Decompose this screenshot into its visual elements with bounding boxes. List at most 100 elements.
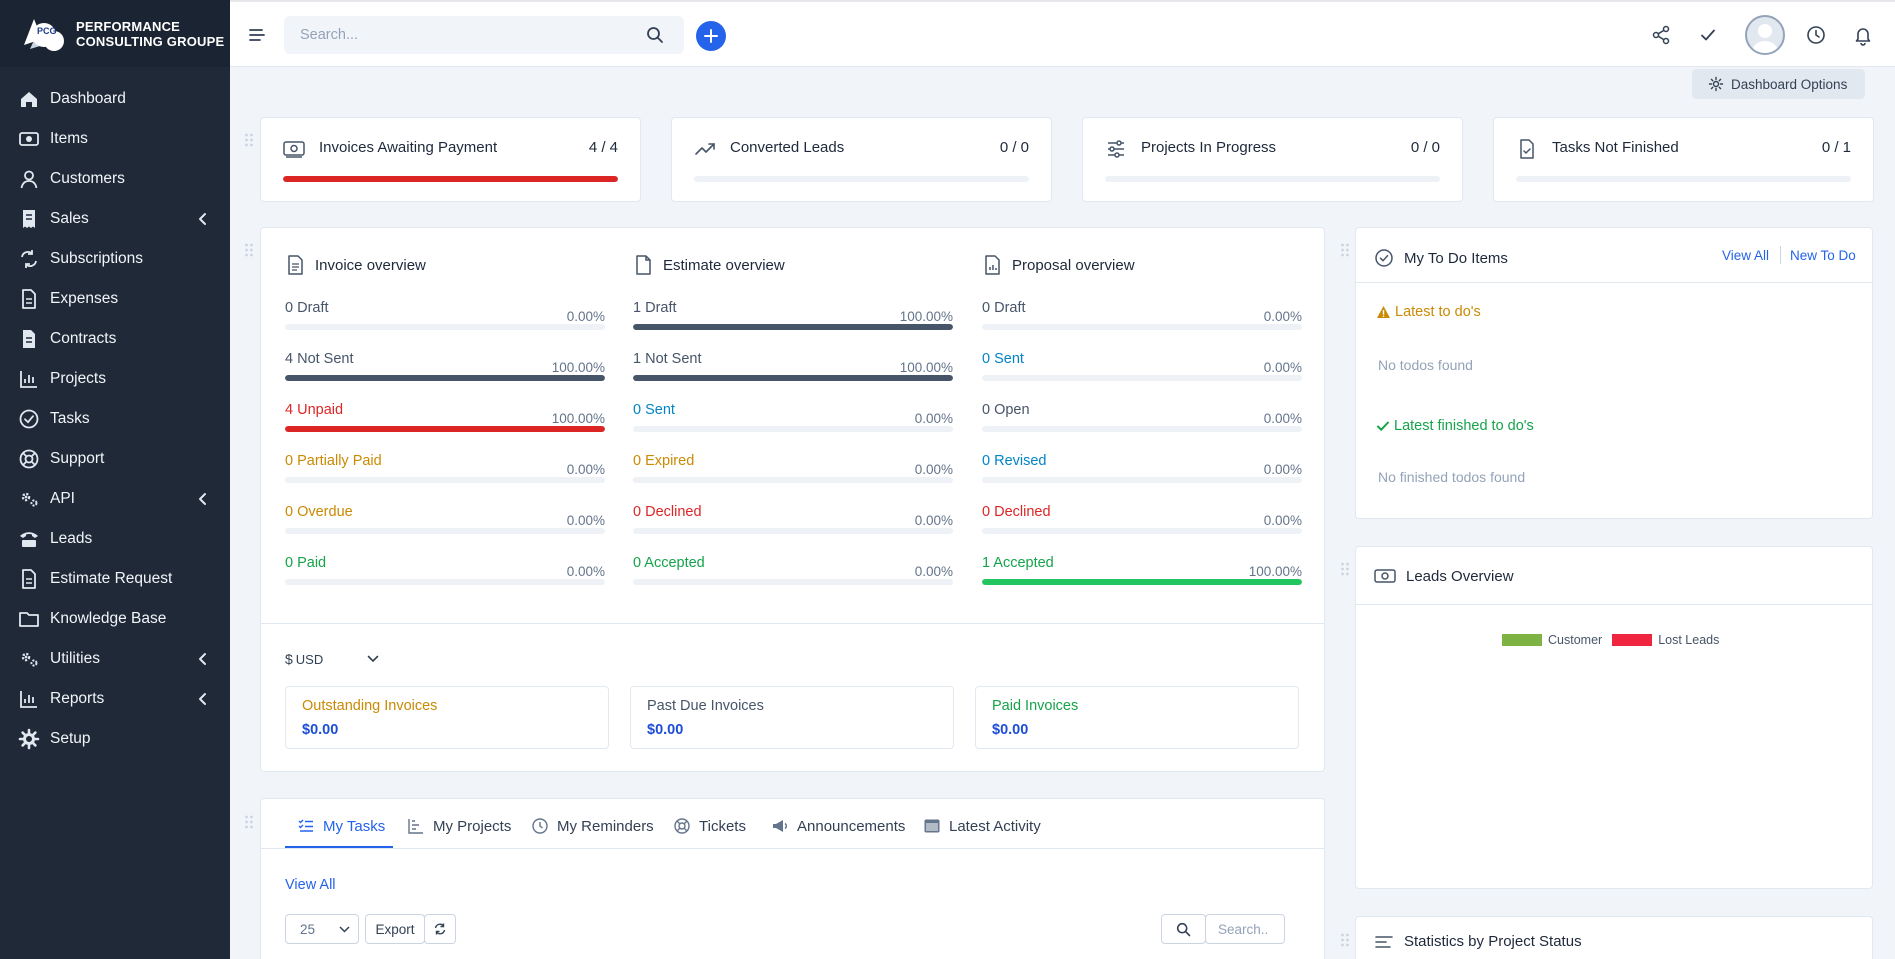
tab-my-tasks[interactable]: My Tasks xyxy=(297,813,385,839)
estimate-status-row[interactable]: 0 Declined 0.00% xyxy=(633,504,953,546)
sidebar-item-leads[interactable]: Leads xyxy=(0,519,230,559)
proposal-status-row[interactable]: 0 Revised 0.00% xyxy=(982,453,1302,495)
chart-icon xyxy=(18,688,40,710)
user-avatar[interactable] xyxy=(1745,15,1785,55)
invoice-status-row[interactable]: 0 Draft 0.00% xyxy=(285,300,605,342)
sidebar-item-knowledge-base[interactable]: Knowledge Base xyxy=(0,599,230,639)
check-circle-icon xyxy=(1375,249,1393,267)
table-search-button[interactable] xyxy=(1161,914,1206,944)
file-icon xyxy=(18,288,40,310)
sidebar-item-estimate-request[interactable]: Estimate Request xyxy=(0,559,230,599)
quick-create-button[interactable] xyxy=(696,21,726,51)
sidebar-item-support[interactable]: Support xyxy=(0,439,230,479)
status-percent: 0.00% xyxy=(1263,513,1302,528)
summary-card-past-due-invoices[interactable]: Past Due Invoices $0.00 xyxy=(630,686,954,749)
invoice-status-row[interactable]: 0 Partially Paid 0.00% xyxy=(285,453,605,495)
chevron-down-icon xyxy=(339,926,350,933)
proposal-status-row[interactable]: 0 Declined 0.00% xyxy=(982,504,1302,546)
status-progress-bar xyxy=(633,477,953,483)
page-size-select[interactable]: 25 xyxy=(285,914,359,944)
drag-handle-icon[interactable] xyxy=(1340,242,1350,258)
estimate-status-row[interactable]: 0 Expired 0.00% xyxy=(633,453,953,495)
check-icon[interactable] xyxy=(1697,24,1719,46)
todo-view-all-link[interactable]: View All xyxy=(1722,248,1770,263)
gear-icon xyxy=(18,728,40,750)
sidebar-item-items[interactable]: Items xyxy=(0,119,230,159)
legend-label[interactable]: Customer xyxy=(1548,633,1603,647)
dashboard-options-button[interactable]: Dashboard Options xyxy=(1692,69,1865,99)
tab-my-projects[interactable]: My Projects xyxy=(407,813,511,839)
proposal-status-row[interactable]: 0 Open 0.00% xyxy=(982,402,1302,444)
proposal-status-row[interactable]: 0 Draft 0.00% xyxy=(982,300,1302,342)
divider xyxy=(1356,604,1872,605)
summary-card-outstanding-invoices[interactable]: Outstanding Invoices $0.00 xyxy=(285,686,609,749)
menu-toggle-icon[interactable] xyxy=(248,26,266,44)
new-todo-link[interactable]: New To Do xyxy=(1790,248,1856,263)
refresh-button[interactable] xyxy=(424,914,456,944)
divider xyxy=(261,623,1324,624)
invoice-status-row[interactable]: 0 Paid 0.00% xyxy=(285,555,605,597)
estimate-status-row[interactable]: 1 Not Sent 100.00% xyxy=(633,351,953,393)
estimate-status-row[interactable]: 1 Draft 100.00% xyxy=(633,300,953,342)
sidebar-item-contracts[interactable]: Contracts xyxy=(0,319,230,359)
brand[interactable]: PCG PERFORMANCE CONSULTING GROUPE xyxy=(0,0,230,67)
sidebar-item-tasks[interactable]: Tasks xyxy=(0,399,230,439)
summary-card-paid-invoices[interactable]: Paid Invoices $0.00 xyxy=(975,686,1299,749)
sidebar-item-customers[interactable]: Customers xyxy=(0,159,230,199)
status-progress-bar xyxy=(982,426,1302,432)
stat-card-projects-in-progress[interactable]: Projects In Progress 0 / 0 xyxy=(1082,117,1463,202)
sidebar-item-sales[interactable]: Sales xyxy=(0,199,230,239)
sidebar-item-dashboard[interactable]: Dashboard xyxy=(0,79,230,119)
stat-card-invoices-awaiting-payment[interactable]: Invoices Awaiting Payment 4 / 4 xyxy=(260,117,641,202)
export-button[interactable]: Export xyxy=(365,914,425,944)
stat-title: Invoices Awaiting Payment xyxy=(319,139,498,156)
finished-todos-heading: Latest finished to do's xyxy=(1376,418,1534,434)
sidebar-item-setup[interactable]: Setup xyxy=(0,719,230,759)
sidebar-item-subscriptions[interactable]: Subscriptions xyxy=(0,239,230,279)
currency-select[interactable]: $ USD xyxy=(285,651,379,667)
clock-icon[interactable] xyxy=(1805,24,1827,46)
tab-latest-activity[interactable]: Latest Activity xyxy=(923,813,1041,839)
sidebar-item-label: Estimate Request xyxy=(50,570,173,587)
stat-card-converted-leads[interactable]: Converted Leads 0 / 0 xyxy=(671,117,1052,202)
drag-handle-icon[interactable] xyxy=(244,242,254,258)
legend-label[interactable]: Lost Leads xyxy=(1658,633,1720,647)
tab-my-reminders[interactable]: My Reminders xyxy=(531,813,654,839)
tab-tickets[interactable]: Tickets xyxy=(673,813,746,839)
drag-handle-icon[interactable] xyxy=(1340,561,1350,577)
invoice-status-row[interactable]: 4 Unpaid 100.00% xyxy=(285,402,605,444)
estimate-status-row[interactable]: 0 Accepted 0.00% xyxy=(633,555,953,597)
invoice-status-row[interactable]: 0 Overdue 0.00% xyxy=(285,504,605,546)
global-search-input[interactable]: Search... xyxy=(284,16,684,54)
clock-icon xyxy=(532,818,548,834)
share-icon[interactable] xyxy=(1650,24,1672,46)
sidebar-item-reports[interactable]: Reports xyxy=(0,679,230,719)
status-label: 0 Declined xyxy=(982,504,1051,520)
sidebar-item-utilities[interactable]: Utilities xyxy=(0,639,230,679)
status-percent: 0.00% xyxy=(566,564,605,579)
status-percent: 0.00% xyxy=(1263,462,1302,477)
proposal-status-row[interactable]: 0 Sent 0.00% xyxy=(982,351,1302,393)
stat-card-tasks-not-finished[interactable]: Tasks Not Finished 0 / 1 xyxy=(1493,117,1874,202)
status-label: 0 Draft xyxy=(982,300,1026,316)
search-icon[interactable] xyxy=(646,26,664,44)
drag-handle-icon[interactable] xyxy=(1340,932,1350,948)
latest-todos-empty: No todos found xyxy=(1378,357,1473,373)
sidebar-item-api[interactable]: API xyxy=(0,479,230,519)
tasks-view-all-link[interactable]: View All xyxy=(285,877,336,893)
bell-icon[interactable] xyxy=(1852,24,1874,46)
estimate-status-row[interactable]: 0 Sent 0.00% xyxy=(633,402,953,444)
repeat-icon xyxy=(18,248,40,270)
table-search-input[interactable]: Search.. xyxy=(1205,914,1285,944)
sidebar-item-expenses[interactable]: Expenses xyxy=(0,279,230,319)
tab-announcements[interactable]: Announcements xyxy=(771,813,905,839)
sidebar-nav: Dashboard Items Customers Sales Subscription… xyxy=(0,67,230,759)
file-icon xyxy=(18,568,40,590)
proposal-status-row[interactable]: 1 Accepted 100.00% xyxy=(982,555,1302,597)
sidebar-item-projects[interactable]: Projects xyxy=(0,359,230,399)
sidebar-item-label: Expenses xyxy=(50,290,119,307)
invoice-status-row[interactable]: 4 Not Sent 100.00% xyxy=(285,351,605,393)
chevron-left-icon xyxy=(196,651,210,667)
drag-handle-icon[interactable] xyxy=(244,132,254,148)
drag-handle-icon[interactable] xyxy=(244,814,254,830)
